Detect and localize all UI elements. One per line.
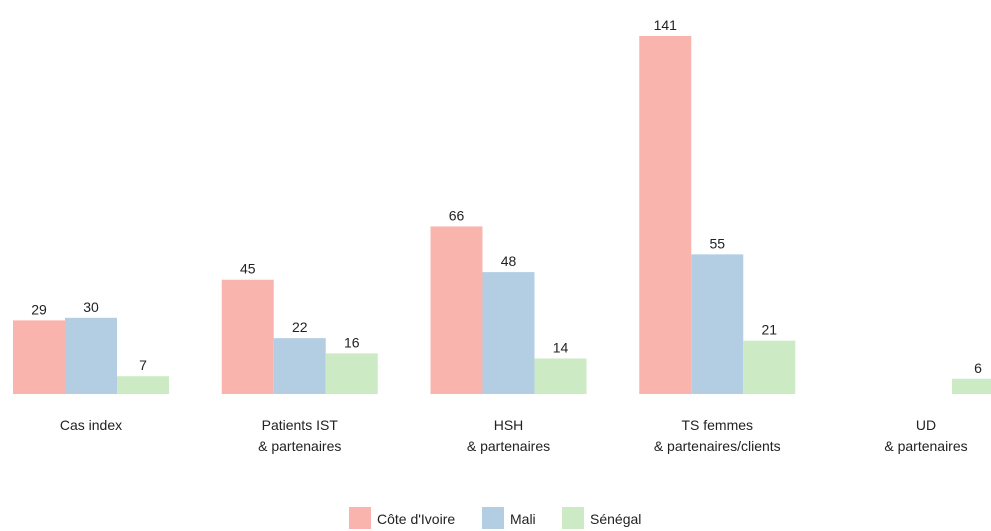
- bar: [534, 358, 587, 394]
- legend-swatch: [349, 507, 371, 529]
- legend-swatch: [562, 507, 584, 529]
- bar: [273, 338, 326, 394]
- bar: [743, 340, 796, 394]
- legend-label: Côte d'Ivoire: [377, 511, 455, 527]
- x-tick-label: UD & partenaires: [884, 417, 967, 454]
- bar: [430, 226, 483, 394]
- legend-swatch: [482, 507, 504, 529]
- legend-label: Sénégal: [590, 511, 641, 527]
- legend-label: Mali: [510, 511, 536, 527]
- data-label: 141: [654, 17, 678, 33]
- data-label: 48: [501, 253, 517, 269]
- bar: [65, 317, 117, 394]
- data-label: 45: [240, 261, 256, 277]
- data-label: 22: [292, 319, 308, 335]
- data-label: 30: [83, 299, 99, 315]
- x-tick-label: TS femmes & partenaires/clients: [654, 417, 781, 454]
- bar: [482, 272, 535, 394]
- data-label: 55: [709, 235, 725, 251]
- bar: [221, 279, 274, 394]
- data-label: 14: [553, 339, 569, 355]
- data-label: 21: [761, 322, 777, 338]
- bar: [952, 378, 991, 394]
- bar: [325, 353, 378, 394]
- x-tick-label: HSH & partenaires: [467, 417, 550, 454]
- data-label: 66: [449, 207, 465, 223]
- data-label: 6: [974, 360, 982, 376]
- x-tick-label: Cas index: [60, 417, 122, 433]
- data-label: 16: [344, 334, 360, 350]
- bar: [691, 254, 744, 394]
- bar: [13, 320, 65, 394]
- data-label: 29: [31, 301, 47, 317]
- bar: [639, 36, 692, 394]
- data-label: 7: [139, 357, 147, 373]
- bar: [117, 376, 169, 394]
- x-tick-label: Patients IST & partenaires: [258, 417, 341, 454]
